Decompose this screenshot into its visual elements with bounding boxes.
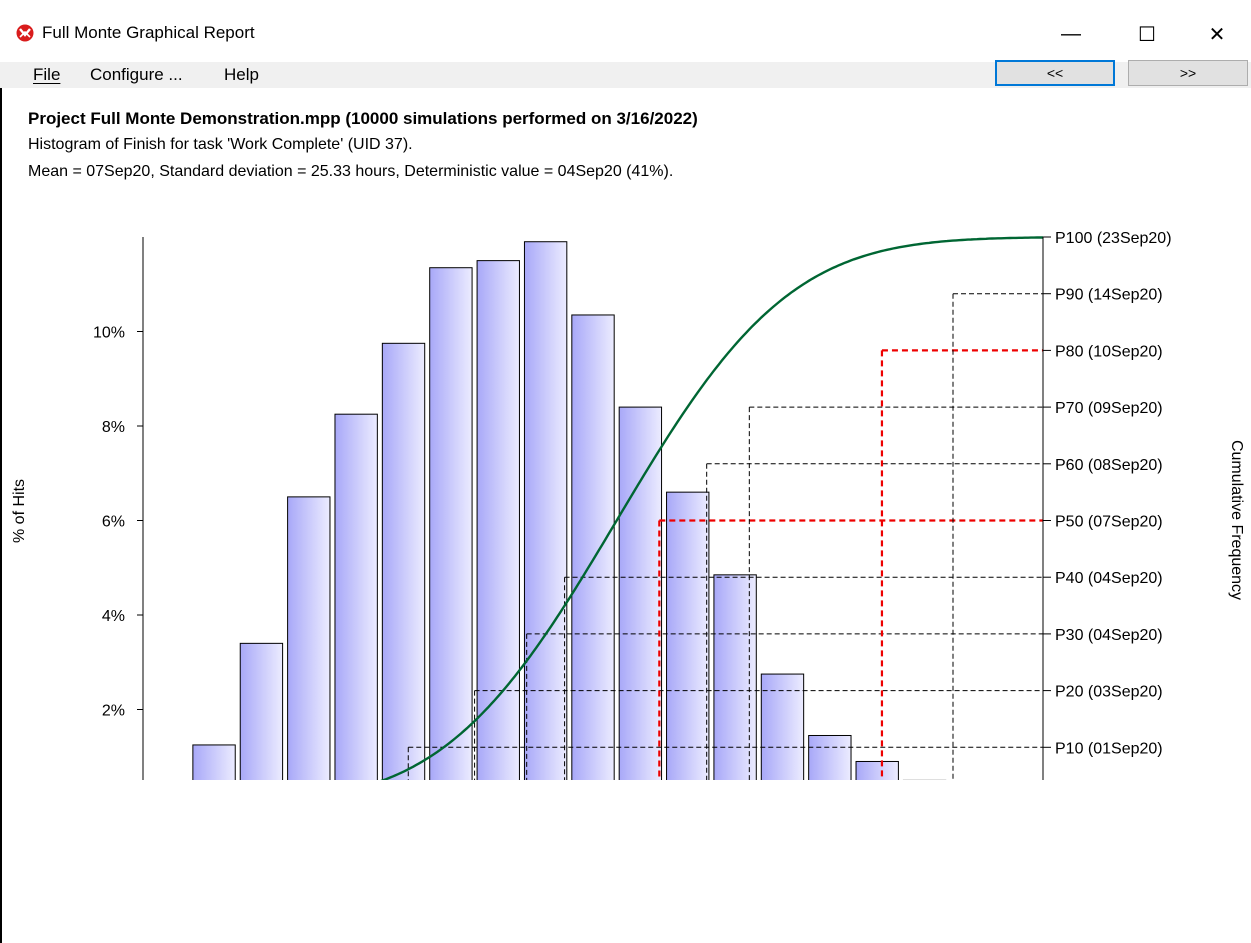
menu-help[interactable]: Help [224, 65, 259, 84]
histogram-bar [429, 267, 473, 780]
menu-configure[interactable]: Configure ... [90, 65, 183, 84]
percentile-label: P60 (08Sep20) [1055, 457, 1163, 474]
y-tick-label: 4% [102, 608, 125, 625]
histogram-bar [192, 744, 236, 780]
histogram-bar [760, 673, 805, 780]
minimize-button[interactable]: — [1061, 22, 1081, 45]
percentile-label: P40 (04Sep20) [1055, 570, 1163, 587]
y-tick-label: 6% [102, 514, 125, 531]
histogram-bar [808, 734, 852, 780]
histogram-bar [239, 642, 284, 780]
histogram-bar [571, 314, 615, 780]
histogram-bar [334, 413, 378, 780]
percentile-label: P20 (03Sep20) [1055, 684, 1163, 701]
histogram-bar [381, 342, 426, 780]
y-tick-label: 2% [102, 703, 125, 720]
title-bar[interactable]: Full Monte Graphical Report — ☐ ✕ [0, 0, 1251, 62]
histogram-chart: P10 (01Sep20) P20 (03Sep20) P30 (04Sep20) P… [11, 230, 1245, 780]
percentile-label: P100 (23Sep20) [1055, 230, 1172, 247]
window-title: Full Monte Graphical Report [42, 23, 255, 42]
y-tick-label: 8% [102, 419, 125, 436]
percentile-label: P90 (14Sep20) [1055, 287, 1163, 304]
histogram-bar [666, 491, 710, 780]
percentile-label: P30 (04Sep20) [1055, 627, 1163, 644]
histogram-bar [618, 406, 663, 780]
percentile-label: P10 (01Sep20) [1055, 740, 1163, 757]
report-title: Project Full Monte Demonstration.mpp (10… [28, 109, 698, 128]
percentile-label: P50 (07Sep20) [1055, 514, 1163, 531]
previous-report-button[interactable]: << [995, 60, 1115, 86]
y-axis-label: % of Hits [11, 479, 28, 543]
menu-file-label: File [33, 65, 61, 84]
app-logo-icon [16, 24, 34, 42]
histogram-bar [713, 574, 757, 780]
next-report-button[interactable]: >> [1128, 60, 1248, 86]
histogram-bar [523, 241, 568, 780]
y2-axis-label: Cumulative Frequency [1228, 440, 1245, 600]
histogram-bar [287, 496, 331, 780]
percentile-label: P70 (09Sep20) [1055, 400, 1163, 417]
percentile-label: P80 (10Sep20) [1055, 343, 1163, 360]
histogram-bar [855, 760, 899, 780]
report-subtitle: Histogram of Finish for task 'Work Compl… [28, 136, 413, 153]
cumulative-frequency-curve [380, 236, 1043, 780]
close-button[interactable]: ✕ [1208, 23, 1226, 46]
histogram-bar [476, 260, 520, 780]
maximize-button[interactable]: ☐ [1138, 23, 1156, 46]
report-statistics: Mean = 07Sep20, Standard deviation = 25.… [28, 163, 674, 180]
menu-file[interactable]: File [33, 65, 60, 85]
y-tick-label: 10% [93, 325, 125, 342]
